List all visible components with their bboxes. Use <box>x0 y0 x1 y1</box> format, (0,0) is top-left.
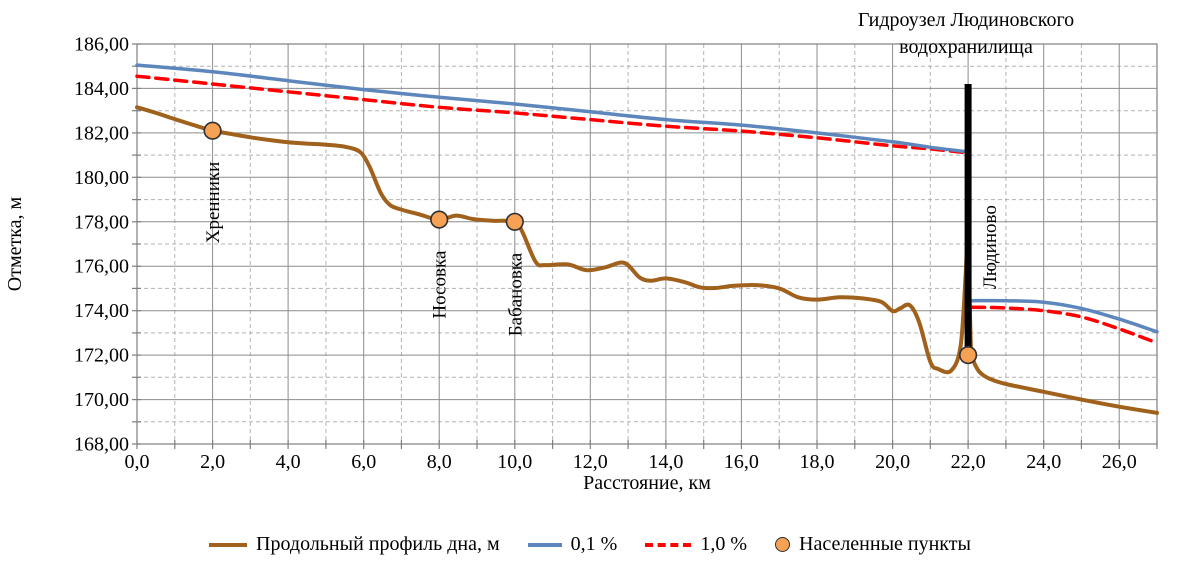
settlement-label-Хренники: Хренники <box>203 162 224 244</box>
legend-item-10-percent: 1,0 % <box>645 533 747 556</box>
legend-label-10-percent: 1,0 % <box>700 533 747 555</box>
legend-item-bed-profile: Продольный профиль дна, м <box>209 533 500 556</box>
settlement-marker-Хренники <box>203 121 222 140</box>
settlement-marker-Людиново <box>958 346 978 365</box>
settlement-marker-Носовка <box>430 210 449 229</box>
svg-text:170,00: 170,00 <box>74 389 129 411</box>
series-01-percent <box>135 63 1159 334</box>
svg-text:184,00: 184,00 <box>74 78 129 100</box>
svg-text:186,00: 186,00 <box>74 34 129 56</box>
chart-legend: Продольный профиль дна, м 0,1 % 1,0 % На… <box>0 533 1180 556</box>
svg-text:0,0: 0,0 <box>125 451 150 473</box>
svg-text:168,00: 168,00 <box>74 434 129 456</box>
line-10-percent-swatch <box>645 542 692 547</box>
series-10-percent <box>135 74 1159 345</box>
svg-text:водохранилища: водохранилища <box>899 36 1033 58</box>
axis-ticks <box>132 43 1158 449</box>
x-axis-tick-labels: 0,0 2,0 4,0 6,0 8,0 10,0 12,0 14,0 16,0 18,0 20,0 2… <box>125 451 1137 473</box>
svg-text:20,0: 20,0 <box>875 451 910 473</box>
settlement-markers <box>203 121 978 365</box>
settlement-marker-Бабановка <box>505 212 524 231</box>
settlement-marker-swatch <box>775 537 790 552</box>
x-axis-title: Расстояние, км <box>583 472 711 494</box>
legend-item-settlements: Населенные пункты <box>775 533 971 556</box>
svg-text:24,0: 24,0 <box>1026 451 1061 473</box>
svg-text:182,00: 182,00 <box>74 122 129 144</box>
svg-text:174,00: 174,00 <box>74 300 129 322</box>
legend-label-01-percent: 0,1 % <box>570 533 618 555</box>
y-axis-title: Отметка, м <box>4 196 26 291</box>
svg-text:18,0: 18,0 <box>800 451 835 473</box>
dam-annotation: Гидроузел Людиновского водохранилища <box>858 9 1074 58</box>
line-01-percent-swatch <box>527 542 562 547</box>
bed-profile-line-swatch <box>209 542 248 547</box>
svg-text:Гидроузел Людиновского: Гидроузел Людиновского <box>858 9 1074 31</box>
svg-text:180,00: 180,00 <box>74 167 129 189</box>
svg-text:16,0: 16,0 <box>724 451 759 473</box>
settlement-label-Бабановка: Бабановка <box>505 252 526 336</box>
svg-text:12,0: 12,0 <box>573 451 608 473</box>
legend-label-bed-profile: Продольный профиль дна, м <box>256 533 500 555</box>
svg-text:26,0: 26,0 <box>1102 451 1137 473</box>
svg-text:178,00: 178,00 <box>74 211 129 233</box>
svg-text:2,0: 2,0 <box>200 451 225 473</box>
svg-text:4,0: 4,0 <box>276 451 301 473</box>
settlement-label-Людиново: Людиново <box>980 205 1001 289</box>
series-bed-profile <box>135 105 1159 415</box>
svg-text:8,0: 8,0 <box>427 451 452 473</box>
settlement-label-Носовка: Носовка <box>430 250 451 319</box>
svg-text:172,00: 172,00 <box>74 345 129 367</box>
settlement-labels: Хренники Носовка Бабановка Людиново <box>203 162 1001 337</box>
legend-item-01-percent: 0,1 % <box>527 533 618 556</box>
gridlines-major <box>137 44 1157 444</box>
y-axis-tick-labels: 186,00 184,00 182,00 180,00 178,00 176,00 174,… <box>74 34 129 456</box>
svg-text:22,0: 22,0 <box>951 451 986 473</box>
legend-label-settlements: Населенные пункты <box>799 533 971 555</box>
svg-text:176,00: 176,00 <box>74 256 129 278</box>
svg-text:14,0: 14,0 <box>648 451 683 473</box>
svg-text:10,0: 10,0 <box>497 451 532 473</box>
svg-text:6,0: 6,0 <box>351 451 376 473</box>
